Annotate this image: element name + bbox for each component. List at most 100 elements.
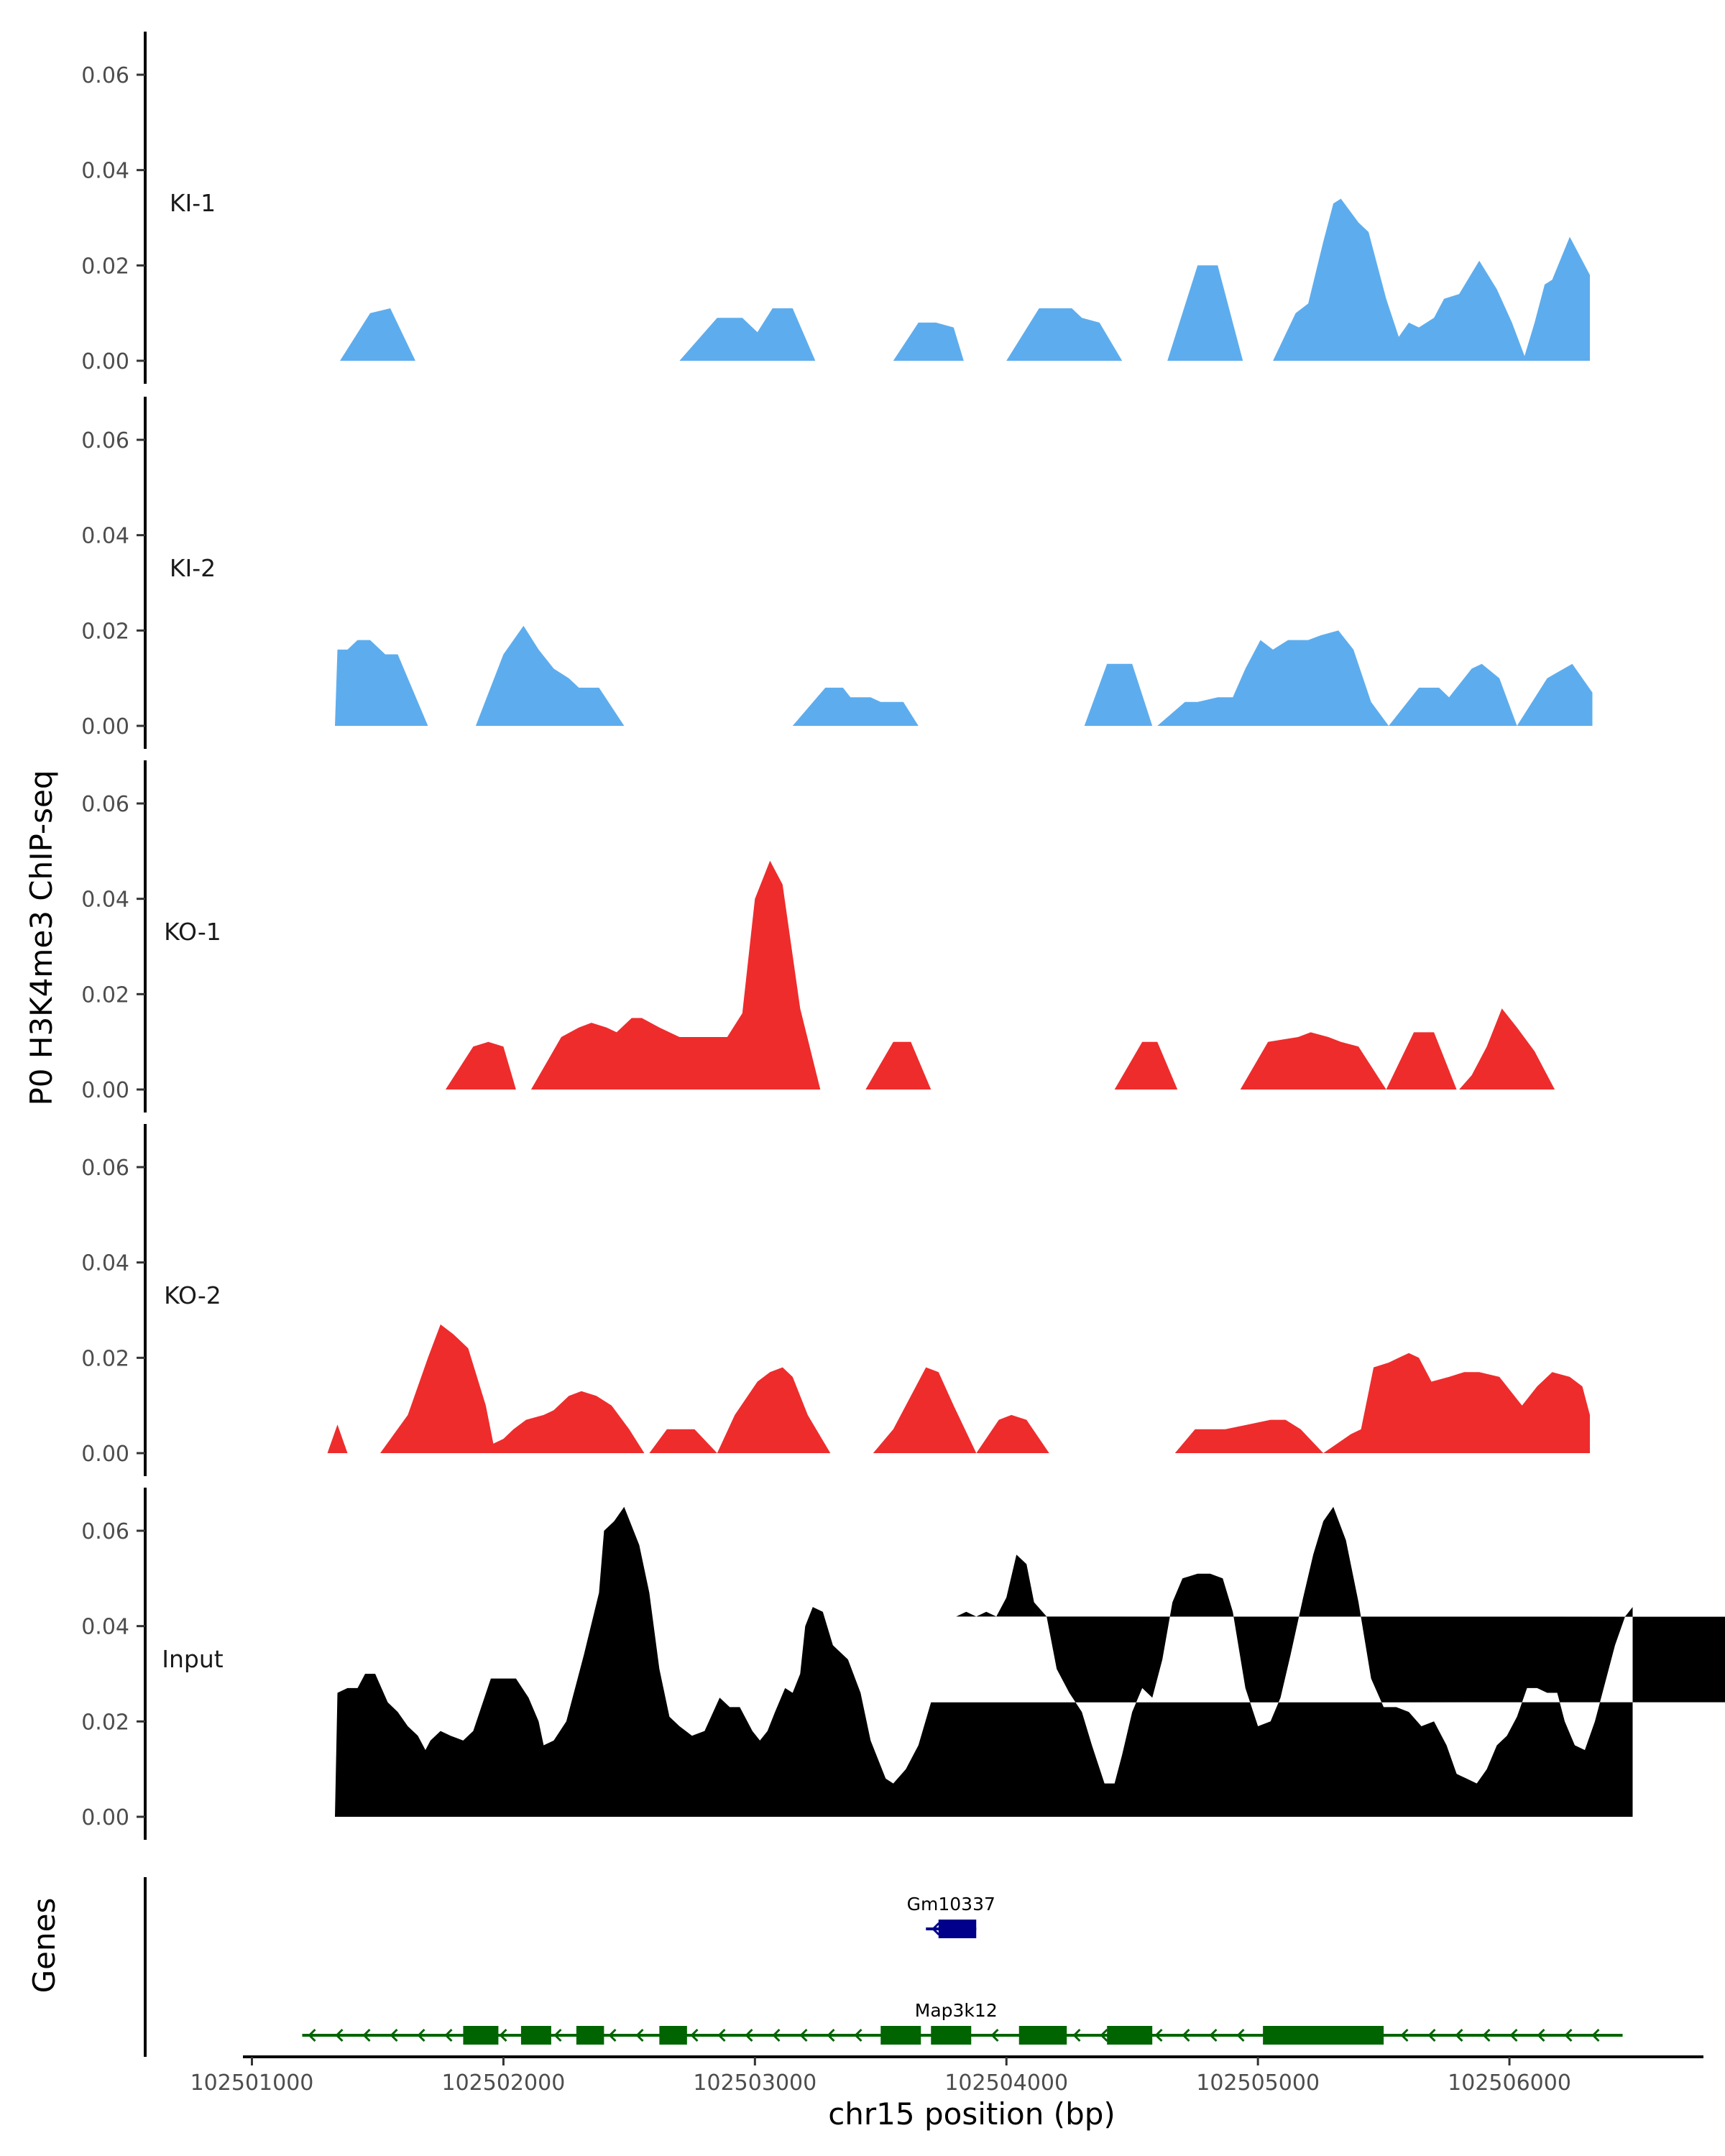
track-label: Input bbox=[162, 1645, 224, 1673]
strand-arrow bbox=[1482, 2028, 1491, 2042]
strand-arrow bbox=[1182, 2028, 1190, 2042]
track-ko-2: 0.00 0.02 0.04 0.06 KO-2 bbox=[81, 1124, 1590, 1476]
signal-area bbox=[1084, 663, 1153, 726]
signal-area bbox=[340, 308, 415, 361]
strand-arrow bbox=[608, 2028, 617, 2042]
strand-arrow bbox=[499, 2028, 507, 2042]
strand-arrow bbox=[1236, 2028, 1245, 2042]
y-tick-label: 0.02 bbox=[81, 1710, 129, 1735]
strand-arrow bbox=[827, 2028, 835, 2042]
strand-arrow bbox=[1427, 2028, 1436, 2042]
y-tick-label: 0.06 bbox=[81, 1519, 129, 1544]
y-tick-label: 0.04 bbox=[81, 1615, 129, 1640]
strand-arrow bbox=[635, 2028, 644, 2042]
y-tick-label: 0.04 bbox=[81, 524, 129, 549]
gene-track-title: Genes bbox=[27, 1898, 62, 1994]
strand-arrow bbox=[1537, 2028, 1545, 2042]
strand-arrow bbox=[362, 2028, 371, 2042]
y-tick-label: 0.02 bbox=[81, 982, 129, 1008]
x-tick-label: 102505000 bbox=[1196, 2070, 1320, 2096]
strand-arrow bbox=[690, 2028, 699, 2042]
exon bbox=[659, 2026, 687, 2045]
signal-area bbox=[1174, 1419, 1324, 1453]
track-ko-1: 0.00 0.02 0.04 0.06 KO-1 bbox=[81, 760, 1555, 1112]
exon bbox=[938, 1920, 977, 1938]
exon bbox=[880, 2026, 921, 2045]
exon bbox=[520, 2026, 551, 2045]
signal-area bbox=[865, 1041, 932, 1089]
signal-area bbox=[1114, 1041, 1178, 1089]
signal-area bbox=[717, 1367, 831, 1453]
track-input: 0.00 0.02 0.04 0.06 Input bbox=[81, 1488, 1725, 1840]
x-axis-title: chr15 position (bp) bbox=[828, 2096, 1116, 2132]
signal-area bbox=[445, 1041, 516, 1089]
signal-area bbox=[380, 1324, 645, 1453]
exon bbox=[1107, 2026, 1153, 2045]
signal-area bbox=[893, 322, 964, 361]
track-ki-1: 0.00 0.02 0.04 0.06 KI-1 bbox=[81, 32, 1590, 384]
y-tick-label: 0.02 bbox=[81, 619, 129, 644]
signal-area bbox=[475, 625, 625, 726]
strand-arrow bbox=[932, 1922, 940, 1936]
strand-arrow bbox=[990, 2028, 999, 2042]
strand-arrow bbox=[1455, 2028, 1463, 2042]
strand-arrow bbox=[553, 2028, 562, 2042]
signal-area bbox=[1386, 1032, 1460, 1089]
gene-map3k12: Map3k12 bbox=[302, 2000, 1623, 2045]
x-tick-label: 102506000 bbox=[1448, 2070, 1571, 2096]
signal-area bbox=[335, 640, 428, 726]
y-tick-label: 0.06 bbox=[81, 1156, 129, 1181]
signal-area bbox=[327, 1424, 348, 1453]
strand-arrow bbox=[417, 2028, 426, 2042]
y-tick-label: 0.02 bbox=[81, 1346, 129, 1371]
signal-area bbox=[873, 1367, 977, 1453]
y-tick-label: 0.06 bbox=[81, 792, 129, 817]
strand-arrow bbox=[717, 2028, 726, 2042]
track-label: KI-2 bbox=[170, 554, 216, 582]
strand-arrow bbox=[1564, 2028, 1573, 2042]
strand-arrow bbox=[1509, 2028, 1518, 2042]
signal-area bbox=[1323, 1353, 1590, 1453]
signal-area bbox=[1157, 630, 1389, 726]
signal-area bbox=[1006, 308, 1123, 361]
signal-area bbox=[1273, 198, 1590, 361]
strand-arrow bbox=[444, 2028, 453, 2042]
x-tick-label: 102501000 bbox=[190, 2070, 314, 2096]
y-tick-label: 0.04 bbox=[81, 159, 129, 184]
gene-label: Gm10337 bbox=[907, 1894, 995, 1915]
y-tick-label: 0.06 bbox=[81, 428, 129, 453]
y-tick-label: 0.04 bbox=[81, 1251, 129, 1276]
y-tick-label: 0.06 bbox=[81, 63, 129, 88]
signal-area bbox=[1459, 1008, 1555, 1089]
x-tick-label: 102504000 bbox=[944, 2070, 1068, 2096]
signal-area bbox=[530, 860, 821, 1089]
signal-tracks: 0.00 0.02 0.04 0.06 KI-1 0.00 0.02 0.04 0.06 KI-2… bbox=[81, 32, 1725, 1840]
y-axis-title: P0 H3K4me3 ChIP-seq bbox=[24, 770, 59, 1105]
signal-area bbox=[976, 1414, 1049, 1453]
signal-area bbox=[1389, 663, 1517, 726]
gene-label: Map3k12 bbox=[915, 2000, 998, 2021]
y-tick-label: 0.00 bbox=[81, 349, 129, 374]
strand-arrow bbox=[799, 2028, 808, 2042]
y-tick-label: 0.00 bbox=[81, 1078, 129, 1103]
signal-area bbox=[1517, 663, 1593, 726]
x-tick-label: 102502000 bbox=[442, 2070, 566, 2096]
exon bbox=[576, 2026, 604, 2045]
strand-arrow bbox=[308, 2028, 316, 2042]
signal-area bbox=[649, 1429, 717, 1453]
y-tick-label: 0.00 bbox=[81, 1805, 129, 1830]
y-tick-label: 0.04 bbox=[81, 888, 129, 913]
signal-area bbox=[335, 1506, 1725, 1817]
gene-gm10337: Gm10337 bbox=[907, 1894, 995, 1938]
strand-arrow bbox=[854, 2028, 862, 2042]
exon bbox=[1018, 2026, 1067, 2045]
exon bbox=[931, 2026, 972, 2045]
exon bbox=[463, 2026, 499, 2045]
track-ki-2: 0.00 0.02 0.04 0.06 KI-2 bbox=[81, 397, 1593, 749]
x-axis: 102501000 102502000 102503000 102504000 1025… bbox=[190, 2055, 1703, 2096]
track-label: KO-1 bbox=[164, 918, 221, 946]
exon bbox=[1263, 2026, 1384, 2045]
strand-arrow bbox=[1072, 2028, 1081, 2042]
signal-area bbox=[1240, 1032, 1386, 1089]
